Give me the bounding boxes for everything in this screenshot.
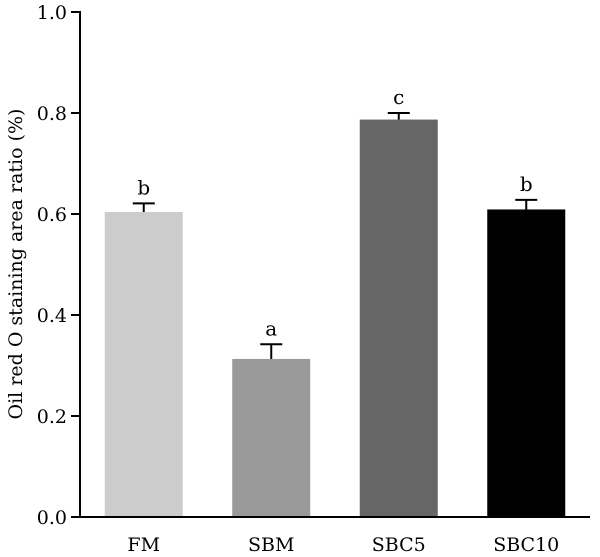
y-tick-label: 0.2 — [37, 406, 67, 428]
error-bar-sbm — [260, 343, 283, 359]
y-tick-label: 0.6 — [37, 204, 67, 226]
significance-label-sbc5: c — [393, 85, 404, 109]
category-label-fm: FM — [127, 534, 160, 556]
significance-label-sbc10: b — [520, 172, 533, 196]
y-tick-label: 0.0 — [37, 507, 67, 529]
bar-sbc10 — [487, 209, 566, 517]
significance-labels-group: b a c b — [137, 85, 532, 340]
bars-group — [104, 119, 566, 518]
category-labels-group: FM SBM SBC5 SBC10 — [127, 534, 559, 556]
category-label-sbc10: SBC10 — [493, 534, 559, 556]
significance-label-sbm: a — [265, 316, 277, 340]
category-label-sbc5: SBC5 — [372, 534, 426, 556]
bar-fm — [104, 211, 183, 518]
y-tick-label: 0.8 — [37, 103, 67, 125]
y-axis-ticks: 0.0 0.2 0.4 0.6 0.8 1.0 — [37, 2, 80, 529]
bar-sbm — [232, 358, 311, 517]
y-tick-label: 1.0 — [37, 2, 67, 24]
y-axis-title: Oil red O staining area ratio (%) — [5, 109, 27, 420]
category-label-sbm: SBM — [248, 534, 294, 556]
error-bar-fm — [132, 202, 155, 212]
y-tick-label: 0.4 — [37, 305, 67, 327]
significance-label-fm: b — [137, 175, 150, 199]
bar-sbc5 — [359, 119, 438, 517]
error-bars-group — [132, 112, 538, 359]
error-bar-sbc5 — [387, 112, 410, 120]
error-bar-sbc10 — [515, 198, 538, 210]
